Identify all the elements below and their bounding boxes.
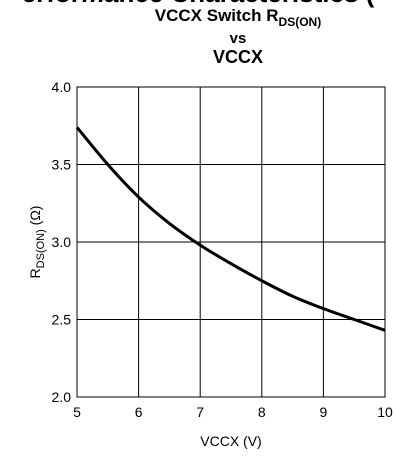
y-axis-label-unit: (Ω) [27, 206, 43, 230]
y-axis-label-subscript: DS(ON) [35, 229, 47, 268]
x-tick-label: 10 [377, 404, 393, 420]
x-tick-label: 8 [258, 404, 266, 420]
x-tick-label: 6 [135, 404, 143, 420]
y-tick-label: 3.5 [52, 157, 72, 173]
clipped-section-header: erformance Characteristics ( [0, 0, 396, 9]
chart-title-line1: VCCX Switch RDS(ON) [40, 6, 396, 29]
chart-title-subscript: DS(ON) [278, 15, 322, 29]
y-tick-label: 2.5 [52, 312, 72, 328]
y-tick-label: 3.0 [52, 234, 72, 250]
y-axis-label: RDS(ON) (Ω) [27, 206, 47, 279]
x-tick-label: 5 [73, 404, 81, 420]
plot-frame [76, 86, 386, 398]
y-tick-labels: 2.0 2.5 3.0 3.5 4.0 [52, 79, 72, 405]
series-line [75, 126, 386, 332]
x-axis-label: VCCX (V) [200, 433, 261, 449]
chart-title-main: VCCX Switch R [154, 6, 279, 25]
y-tick-label: 4.0 [52, 79, 72, 95]
x-tick-label: 7 [196, 404, 204, 420]
y-tick-label: 2.0 [52, 389, 72, 405]
chart-title-line3: VCCX [212, 47, 263, 67]
y-axis-label-main: R [27, 268, 43, 278]
grid-lines [76, 86, 386, 398]
x-tick-labels: 5 6 7 8 9 10 [73, 404, 393, 420]
chart-title-line2: vs [229, 30, 247, 47]
x-tick-label: 9 [320, 404, 328, 420]
